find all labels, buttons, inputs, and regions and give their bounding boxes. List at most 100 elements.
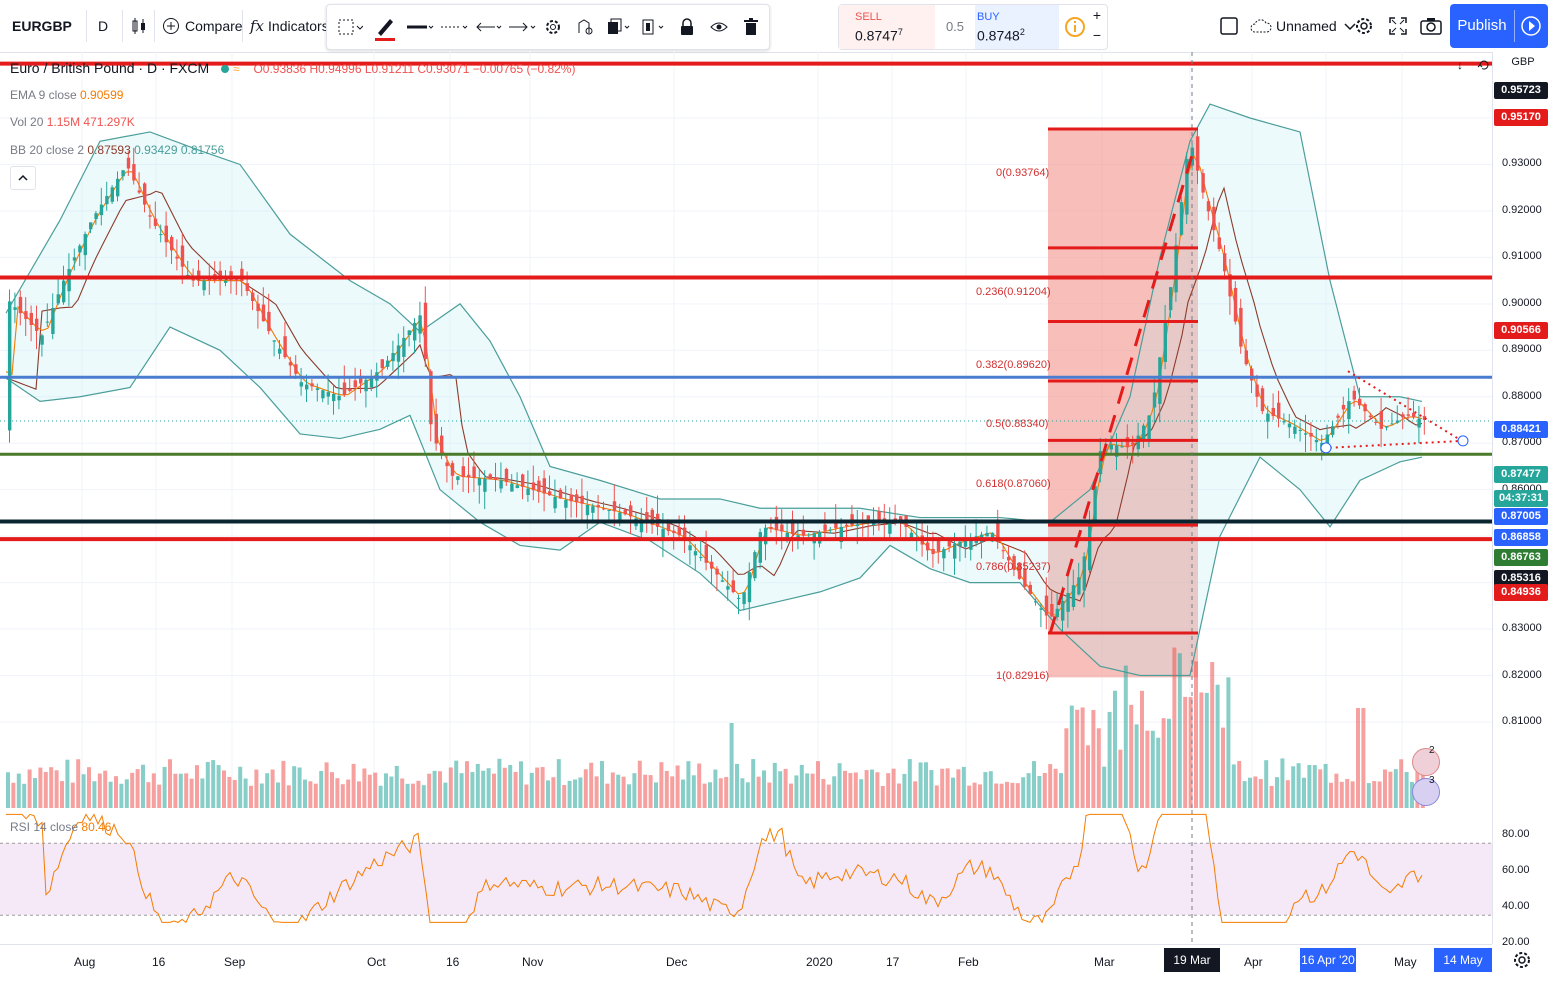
candle-body (148, 215, 152, 217)
fib-level-label: 0.236(0.91204) (976, 286, 1051, 298)
publish-button[interactable]: Publish (1450, 4, 1548, 48)
volume-bar (481, 770, 486, 808)
candle-body (288, 362, 293, 366)
volume-bar (789, 783, 793, 808)
buy-button[interactable]: BUY 0.87482 (975, 5, 1059, 49)
arrow-down-icon[interactable]: ↓ (1457, 58, 1463, 72)
volume-bar (654, 782, 658, 808)
volume-bar (1312, 765, 1317, 808)
candle-body (40, 335, 44, 345)
volume-bar (794, 775, 799, 808)
volume-bar (556, 759, 561, 808)
ema-legend[interactable]: EMA 9 close 0.90599 (10, 88, 124, 102)
candle-body (1223, 253, 1227, 272)
volume-bar (681, 779, 685, 808)
refresh-icon[interactable] (1477, 58, 1493, 74)
pencil-icon[interactable] (371, 13, 399, 43)
volume-bar (724, 777, 729, 808)
fullscreen-select-button[interactable] (1220, 8, 1238, 44)
rsi-legend[interactable]: RSI 14 close 80.46 (10, 820, 112, 834)
volume-bar (6, 772, 10, 808)
event-flag-icon[interactable]: 3 (1412, 775, 1440, 806)
candle-body (1088, 521, 1092, 571)
candle-body (1115, 445, 1119, 457)
line-end-icon[interactable] (507, 15, 537, 39)
line-style-icon[interactable] (439, 15, 469, 39)
gear-icon (1356, 18, 1372, 34)
time-axis[interactable]: Aug 16 Sep Oct 16 Nov Dec 2020 17 Feb Mar Apr May (0, 944, 1492, 985)
volume-bar (243, 778, 248, 808)
price-chart[interactable] (0, 52, 1492, 808)
candle-body (1368, 415, 1373, 418)
candle-body (1098, 451, 1103, 475)
volume-bar (1161, 718, 1166, 808)
play-icon[interactable] (1516, 14, 1546, 38)
price-tick: 0.89000 (1502, 343, 1542, 356)
time-tick: 2020 (806, 955, 833, 969)
plus-icon[interactable]: + (1092, 7, 1102, 23)
price-tick: 0.87000 (1502, 436, 1542, 449)
volume-bar (308, 781, 313, 808)
volume-bar (540, 767, 545, 808)
layout-menu-button[interactable]: Unnamed (1250, 8, 1357, 44)
snapshot-button[interactable] (1420, 8, 1442, 44)
symbol-search[interactable]: EURGBP (12, 8, 72, 44)
rsi-chart[interactable] (0, 810, 1492, 944)
volume-bar (600, 760, 604, 808)
volume-bar (135, 769, 140, 808)
gear-icon[interactable] (541, 15, 565, 39)
collapse-legend-button[interactable] (10, 166, 36, 190)
candle-body (467, 474, 471, 478)
rsi-tick: 80.00 (1502, 828, 1530, 840)
volume-bar (1253, 776, 1258, 808)
volume-bar (1021, 777, 1026, 808)
candle-body (720, 580, 725, 582)
volume-bar (1145, 730, 1150, 808)
object-tree-icon[interactable] (639, 15, 667, 39)
candle-body (1071, 585, 1076, 607)
volume-bar (697, 763, 702, 808)
visual-order-icon[interactable] (605, 15, 633, 39)
line-width-icon[interactable] (405, 15, 435, 39)
candle-body (342, 382, 347, 395)
volume-bar (265, 773, 270, 808)
clone-icon[interactable] (573, 15, 597, 39)
candle-body (602, 508, 606, 510)
delayed-icon: ≈ (232, 62, 240, 76)
volume-legend[interactable]: Vol 20 1.15M 471.297K (10, 115, 135, 129)
fullscreen-button[interactable] (1388, 8, 1408, 44)
trash-icon[interactable] (739, 15, 763, 39)
fib-level-label: 0.5(0.88340) (986, 418, 1049, 430)
info-icon[interactable] (1063, 15, 1087, 39)
volume-bar (1323, 763, 1328, 808)
settings-button[interactable] (1354, 8, 1374, 44)
interval-button[interactable]: D (98, 8, 108, 44)
volume-bar (146, 782, 151, 808)
bb-legend[interactable]: BB 20 close 2 0.87593 0.93429 0.81756 (10, 143, 225, 157)
candle-body (834, 521, 838, 529)
candle-body (623, 509, 627, 515)
candle-body (337, 395, 341, 401)
eye-icon[interactable] (707, 15, 731, 39)
line-start-icon[interactable] (473, 15, 503, 39)
sell-button[interactable]: SELL 0.87477 (839, 5, 935, 49)
select-area-icon[interactable] (333, 15, 367, 39)
volume-bar (189, 778, 194, 808)
volume-bar (745, 782, 750, 808)
volume-bar (994, 783, 999, 808)
event-flag-icon[interactable]: 2 (1412, 745, 1440, 776)
gear-icon[interactable] (1512, 950, 1534, 972)
volume-bar (1091, 710, 1096, 808)
chevron-down-icon (1344, 23, 1356, 31)
chart-style-button[interactable] (130, 8, 148, 44)
bollinger-upper (5, 103, 1423, 523)
candle-body (855, 524, 860, 527)
candle-body (845, 524, 849, 527)
minus-icon[interactable]: − (1092, 27, 1102, 43)
candle-body (1233, 287, 1238, 322)
volume-bar (438, 771, 442, 808)
volume-bar (816, 761, 820, 808)
lock-icon[interactable] (675, 15, 699, 39)
indicators-button[interactable]: fx Indicators (250, 8, 329, 44)
compare-button[interactable]: Compare (162, 8, 243, 44)
